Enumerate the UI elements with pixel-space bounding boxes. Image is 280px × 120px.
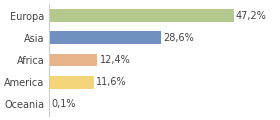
Bar xyxy=(49,31,161,44)
Text: 28,6%: 28,6% xyxy=(163,33,194,43)
Text: 12,4%: 12,4% xyxy=(99,55,130,65)
Bar xyxy=(49,54,97,66)
Bar xyxy=(49,76,94,89)
Bar xyxy=(49,9,234,22)
Text: 0,1%: 0,1% xyxy=(51,99,76,109)
Text: 47,2%: 47,2% xyxy=(236,11,267,21)
Text: 11,6%: 11,6% xyxy=(96,77,127,87)
